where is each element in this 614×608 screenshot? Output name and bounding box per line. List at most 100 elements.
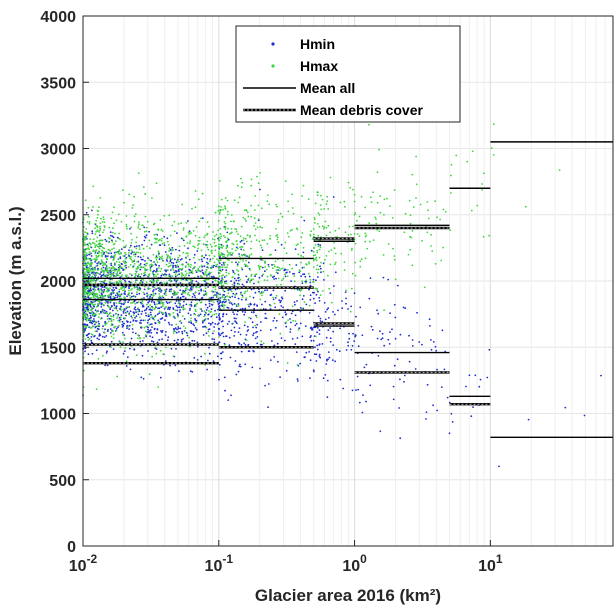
data-point-hmin [123, 292, 126, 295]
data-point-hmax [217, 280, 219, 283]
data-point-hmax [92, 249, 95, 252]
data-point-hmax [130, 258, 133, 261]
data-point-hmax [197, 244, 199, 247]
data-point-hmax [204, 318, 207, 320]
data-point-hmax [107, 236, 110, 239]
data-point-hmax [138, 248, 141, 251]
data-point-hmax [189, 278, 192, 281]
data-point-hmin [139, 319, 142, 322]
data-point-hmax [108, 226, 111, 229]
data-point-hmax [111, 291, 114, 293]
data-point-hmax [121, 274, 123, 276]
data-point-hmin [118, 290, 121, 293]
data-point-hmin [243, 242, 246, 245]
data-point-hmax [225, 240, 227, 243]
data-point-hmax [131, 288, 133, 290]
data-point-hmax [203, 293, 205, 296]
y-axis-label: Elevation (m a.s.l.) [6, 206, 25, 355]
data-point-hmin [245, 298, 247, 301]
data-point-hmin [321, 320, 324, 323]
data-point-hmin [128, 280, 131, 283]
data-point-hmin [188, 341, 191, 344]
data-point-hmin [122, 322, 125, 325]
data-point-hmax [135, 241, 138, 244]
data-point-hmax [278, 267, 281, 269]
data-point-hmax [148, 273, 150, 276]
data-point-hmax [250, 273, 253, 276]
data-point-hmax [234, 294, 237, 296]
x-tick-label: 100 [342, 552, 367, 575]
data-point-hmin [86, 243, 89, 246]
data-point-hmax [123, 260, 126, 263]
data-point-hmax [108, 266, 111, 269]
data-point-hmax [181, 292, 184, 294]
data-point-hmax [161, 230, 164, 232]
data-point-hmax [98, 247, 101, 250]
data-point-hmax [87, 307, 90, 309]
data-point-hmin [121, 331, 124, 334]
data-point-hmax [86, 296, 89, 298]
data-point-hmax [253, 209, 256, 212]
data-point-hmax [197, 267, 200, 270]
data-point-hmin [362, 394, 364, 396]
data-point-hmax [229, 300, 232, 303]
data-point-hmin [143, 226, 146, 229]
data-point-hmin [229, 356, 232, 359]
data-point-hmax [204, 234, 207, 237]
data-point-hmin [157, 319, 160, 322]
data-point-hmax [211, 290, 213, 293]
data-point-hmin [350, 348, 353, 351]
data-point-hmax [305, 281, 307, 284]
data-point-hmax [98, 206, 100, 209]
data-point-hmax [117, 213, 120, 216]
data-point-hmin [225, 313, 228, 316]
data-point-hmin [90, 316, 92, 319]
data-point-hmax [302, 184, 305, 187]
data-point-hmin [202, 334, 205, 336]
data-point-hmax [242, 239, 245, 242]
data-point-hmin [134, 253, 137, 256]
data-point-hmin [329, 340, 332, 343]
data-point-hmax [218, 239, 220, 241]
data-point-hmin [167, 321, 170, 324]
data-point-hmax [88, 251, 91, 253]
data-point-hmax [135, 251, 138, 254]
data-point-hmax [107, 320, 110, 323]
data-point-hmin [277, 360, 279, 363]
data-point-hmax [313, 235, 315, 238]
data-point-hmax [277, 277, 280, 280]
data-point-hmin [316, 344, 318, 347]
data-point-hmax [226, 246, 229, 249]
data-point-hmax [103, 247, 105, 250]
data-point-hmax [135, 247, 138, 250]
data-point-hmin [304, 325, 307, 327]
data-point-hmin [284, 311, 287, 313]
data-point-hmax [328, 287, 331, 290]
data-point-hmin [129, 321, 132, 323]
data-point-hmin [134, 316, 136, 319]
data-point-hmax [133, 259, 136, 262]
data-point-hmax [159, 289, 161, 292]
data-point-hmin [228, 336, 231, 339]
data-point-hmax [318, 225, 321, 228]
data-point-hmin [220, 304, 223, 307]
data-point-hmax [226, 239, 229, 242]
data-point-hmax [327, 224, 330, 227]
data-point-hmax [138, 264, 141, 266]
data-point-hmax [232, 322, 235, 325]
data-point-hmax [182, 229, 185, 231]
data-point-hmax [221, 278, 224, 281]
data-point-hmax [101, 221, 104, 223]
data-point-hmax [141, 300, 144, 303]
data-point-hmax [320, 208, 323, 211]
data-point-hmax [221, 295, 224, 297]
data-point-hmin [189, 307, 192, 310]
data-point-hmin [127, 301, 129, 304]
data-point-hmax [113, 206, 115, 209]
data-point-hmin [247, 329, 250, 331]
data-point-hmin [182, 304, 185, 307]
data-point-hmax [378, 148, 380, 151]
data-point-hmax [190, 232, 193, 234]
data-point-hmax [492, 154, 495, 156]
data-point-hmin [223, 294, 226, 296]
